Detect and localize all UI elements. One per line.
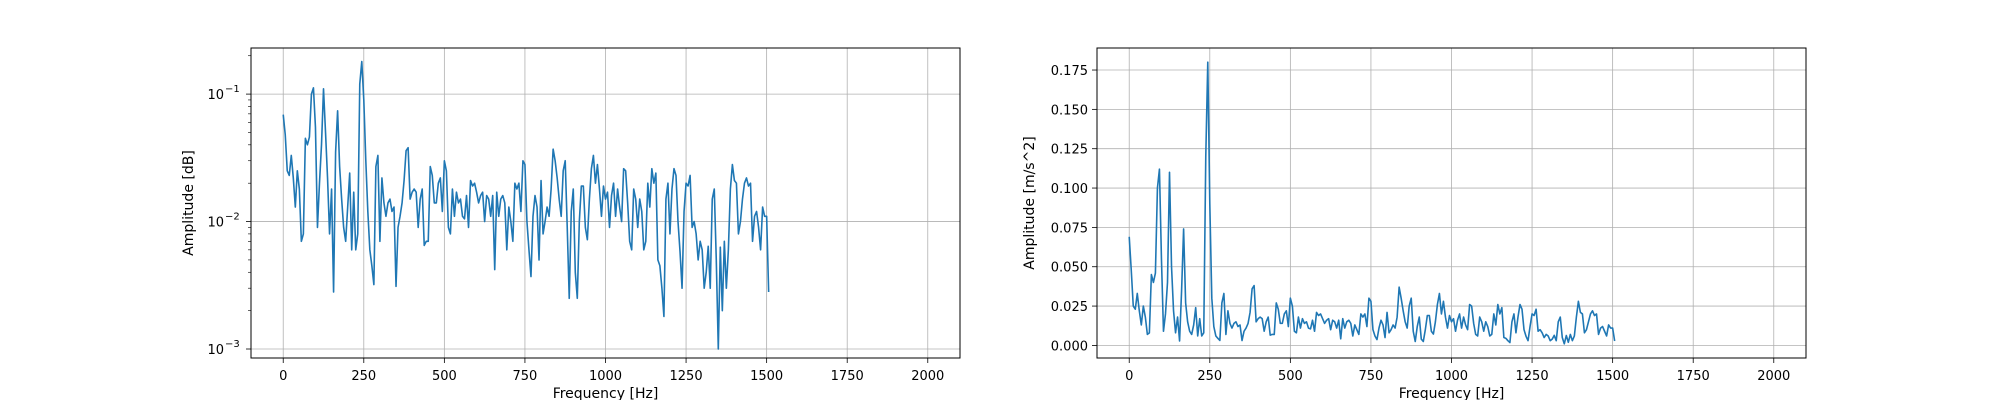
grid (251, 48, 960, 358)
x-tick-label: 750 (1359, 369, 1384, 384)
x-tick-label: 2000 (911, 369, 944, 384)
y-tick-label-base: 10 (207, 88, 224, 103)
y-tick-label: 0.000 (1051, 339, 1088, 354)
y-tick-label-base: 10 (207, 343, 224, 358)
y-tick-label: 0.150 (1051, 103, 1088, 118)
x-tick-label: 1750 (831, 369, 864, 384)
chart-left-log-amplitude: 0 250 500 750 1000 1250 1500 1750 200010−110−210… (181, 47, 961, 400)
x-tick-label: 250 (1197, 369, 1222, 384)
ticks: 0 250 500 750 1000 1250 1500 1750 2000 0.000 0.025… (1051, 64, 1791, 384)
chart-right-linear-amplitude: 0 250 500 750 1000 1250 1500 1750 2000 0.000 0.025… (1022, 47, 1807, 400)
x-tick-label: 500 (432, 369, 457, 384)
x-tick-label: 0 (1125, 369, 1133, 384)
y-tick-label-exponent: −3 (225, 339, 240, 350)
y-tick-label: 0.175 (1051, 64, 1088, 79)
y-tick-label-exponent: −1 (225, 84, 240, 95)
axes-frame (250, 47, 961, 359)
x-tick-label: 0 (279, 369, 287, 384)
y-axis-label: Amplitude [m/s^2] (1022, 136, 1038, 269)
x-tick-label: 1250 (1516, 369, 1549, 384)
y-axis-label: Amplitude [dB] (181, 150, 197, 256)
series-line (282, 60, 770, 350)
y-tick-label: 0.125 (1051, 143, 1088, 158)
y-tick-label: 0.025 (1051, 300, 1088, 315)
series-line (1128, 61, 1616, 345)
y-tick-label: 0.100 (1051, 182, 1088, 197)
x-tick-label: 1750 (1677, 369, 1710, 384)
x-tick-label: 1000 (589, 369, 622, 384)
ticks: 0 250 500 750 1000 1250 1500 1750 200010−110−210… (207, 55, 944, 384)
x-tick-label: 250 (351, 369, 376, 384)
axes-frame (1096, 47, 1807, 359)
x-tick-label: 1500 (750, 369, 783, 384)
x-tick-label: 1000 (1435, 369, 1468, 384)
y-tick-label-base: 10 (207, 216, 224, 231)
grid (1097, 48, 1806, 358)
x-tick-label: 1500 (1596, 369, 1629, 384)
x-tick-label: 2000 (1757, 369, 1790, 384)
x-axis-label: Frequency [Hz] (553, 386, 659, 400)
x-tick-label: 1250 (670, 369, 703, 384)
y-tick-label: 0.050 (1051, 261, 1088, 276)
y-tick-label: 0.075 (1051, 221, 1088, 236)
y-tick-label-exponent: −2 (225, 212, 240, 223)
x-tick-label: 750 (513, 369, 538, 384)
x-tick-label: 500 (1278, 369, 1303, 384)
x-axis-label: Frequency [Hz] (1399, 386, 1505, 400)
